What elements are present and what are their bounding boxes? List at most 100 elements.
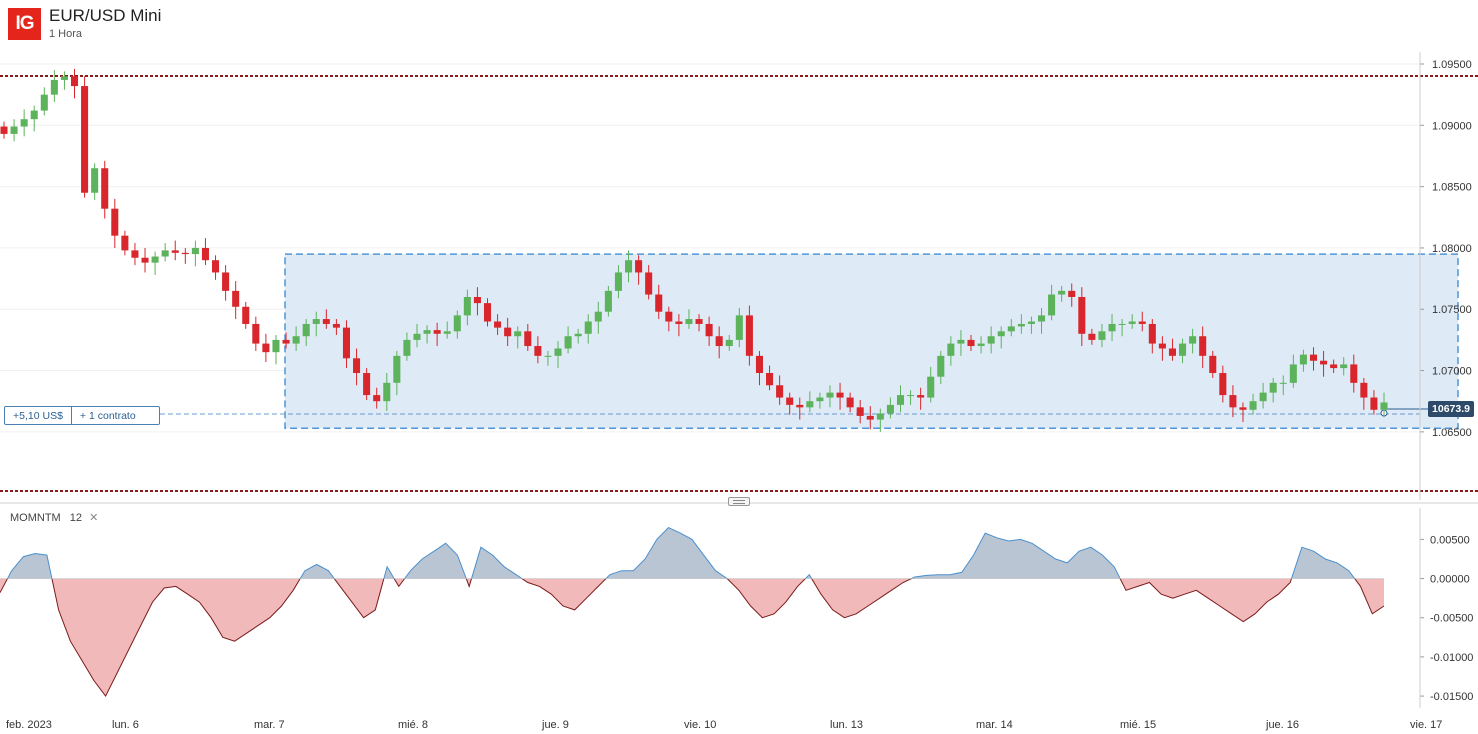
candle-bear (353, 358, 361, 374)
indicator-label: MOMNTM 12 ✕ (10, 511, 98, 524)
candle-bear (81, 86, 89, 193)
candle-bull (1007, 326, 1015, 332)
time-axis: feb. 2023 lun. 6 mar. 7 mié. 8 jue. 9 vie. 10… (6, 719, 1442, 731)
candle-bull (1048, 294, 1056, 316)
momentum-negative-line (0, 578, 1385, 698)
candle-bear (645, 272, 653, 295)
price-tick-label: 1.09500 (1432, 59, 1472, 71)
candle-bear (222, 272, 230, 291)
candle-bear (1158, 343, 1166, 349)
candle-bull (564, 336, 572, 349)
price-tick-label: 1.06500 (1432, 427, 1472, 439)
candle-bull (1249, 401, 1257, 410)
candle-bear (1330, 364, 1338, 369)
candle-bull (191, 247, 199, 255)
candle-bear (1360, 382, 1368, 398)
candle-bear (755, 355, 763, 374)
candle-bear (504, 327, 512, 337)
candle-bear (695, 319, 703, 324)
momentum-tick-label: -0.00500 (1430, 613, 1473, 625)
time-tick-label: mié. 15 (1120, 719, 1156, 731)
candle-bear (373, 395, 381, 402)
candle-bear (494, 321, 502, 328)
time-tick-label: mar. 14 (976, 719, 1013, 731)
candle-bull (937, 355, 945, 377)
instrument-title[interactable]: EUR/USD Mini (49, 6, 162, 25)
candle-bull (987, 336, 995, 344)
price-tick-label: 1.08000 (1432, 243, 1472, 255)
momentum-positive-area (0, 527, 1384, 579)
candle-bear (322, 319, 330, 324)
candle-bear (866, 415, 874, 420)
candle-bull (272, 339, 280, 353)
momentum-tick-label: -0.01500 (1430, 691, 1473, 703)
price-tick-label: 1.07000 (1432, 366, 1472, 378)
candle-bull (1279, 382, 1287, 384)
candle-bull (443, 331, 451, 334)
candlestick-series (0, 68, 1388, 432)
candle-bull (685, 319, 693, 324)
candle-bear (1219, 373, 1227, 396)
candle-bear (1209, 355, 1217, 374)
open-position-box[interactable]: +5,10 US$ + 1 contrato (4, 406, 160, 425)
candle-bear (1239, 407, 1247, 410)
candle-bear (1168, 348, 1176, 356)
price-tick-label: 1.07500 (1432, 304, 1472, 316)
candle-bull (947, 343, 955, 356)
candle-bull (544, 355, 552, 357)
candle-bull (60, 76, 68, 80)
candle-bull (151, 256, 159, 263)
candle-bear (332, 323, 340, 328)
pane-resize-handle[interactable] (728, 497, 750, 506)
candle-bull (161, 250, 169, 257)
candle-bear (1068, 290, 1076, 297)
candle-bull (1108, 323, 1116, 332)
candle-bear (796, 404, 804, 408)
candle-bear (745, 315, 753, 356)
candle-bull (312, 319, 320, 324)
candle-bull (1340, 364, 1348, 369)
candle-bull (1128, 321, 1136, 324)
candle-bear (181, 252, 189, 255)
price-tick-label: 1.08500 (1432, 182, 1472, 194)
momentum-tick-label: 0.00500 (1430, 534, 1470, 546)
candle-bull (292, 336, 300, 344)
momentum-tick-label: -0.01000 (1430, 652, 1473, 664)
candle-bull (1179, 343, 1187, 356)
candle-bear (1148, 323, 1156, 344)
candle-bear (1370, 397, 1378, 410)
candle-bull (1027, 321, 1035, 324)
time-tick-label: jue. 16 (1265, 719, 1299, 731)
candle-bear (1350, 364, 1358, 383)
candle-bear (1078, 296, 1086, 334)
candle-bear (786, 397, 794, 405)
candle-bull (735, 315, 743, 340)
candle-bull (977, 343, 985, 347)
candle-bear (524, 331, 532, 347)
candle-bull (463, 296, 471, 316)
timeframe-label[interactable]: 1 Hora (49, 28, 83, 40)
candle-bear (232, 290, 240, 307)
candle-bear (1309, 354, 1318, 361)
candle-bull (10, 126, 18, 134)
candle-bear (342, 327, 351, 359)
candle-bear (262, 343, 270, 353)
candle-bull (453, 315, 461, 332)
candle-bull (997, 331, 1005, 337)
candle-bull (50, 79, 58, 95)
candle-bull (574, 333, 582, 337)
time-tick-label: lun. 6 (112, 719, 139, 731)
candle-bull (554, 348, 562, 356)
candle-bear (201, 247, 209, 261)
candle-bull (403, 339, 411, 356)
candle-bull (1118, 323, 1126, 325)
candle-bull (957, 339, 965, 344)
candle-bull (594, 311, 602, 322)
candle-bull (1098, 331, 1106, 340)
candle-bear (1088, 333, 1096, 340)
indicator-close-icon[interactable]: ✕ (89, 512, 99, 524)
candle-bear (70, 76, 79, 87)
candle-bull (614, 272, 622, 291)
candle-bear (665, 311, 673, 322)
